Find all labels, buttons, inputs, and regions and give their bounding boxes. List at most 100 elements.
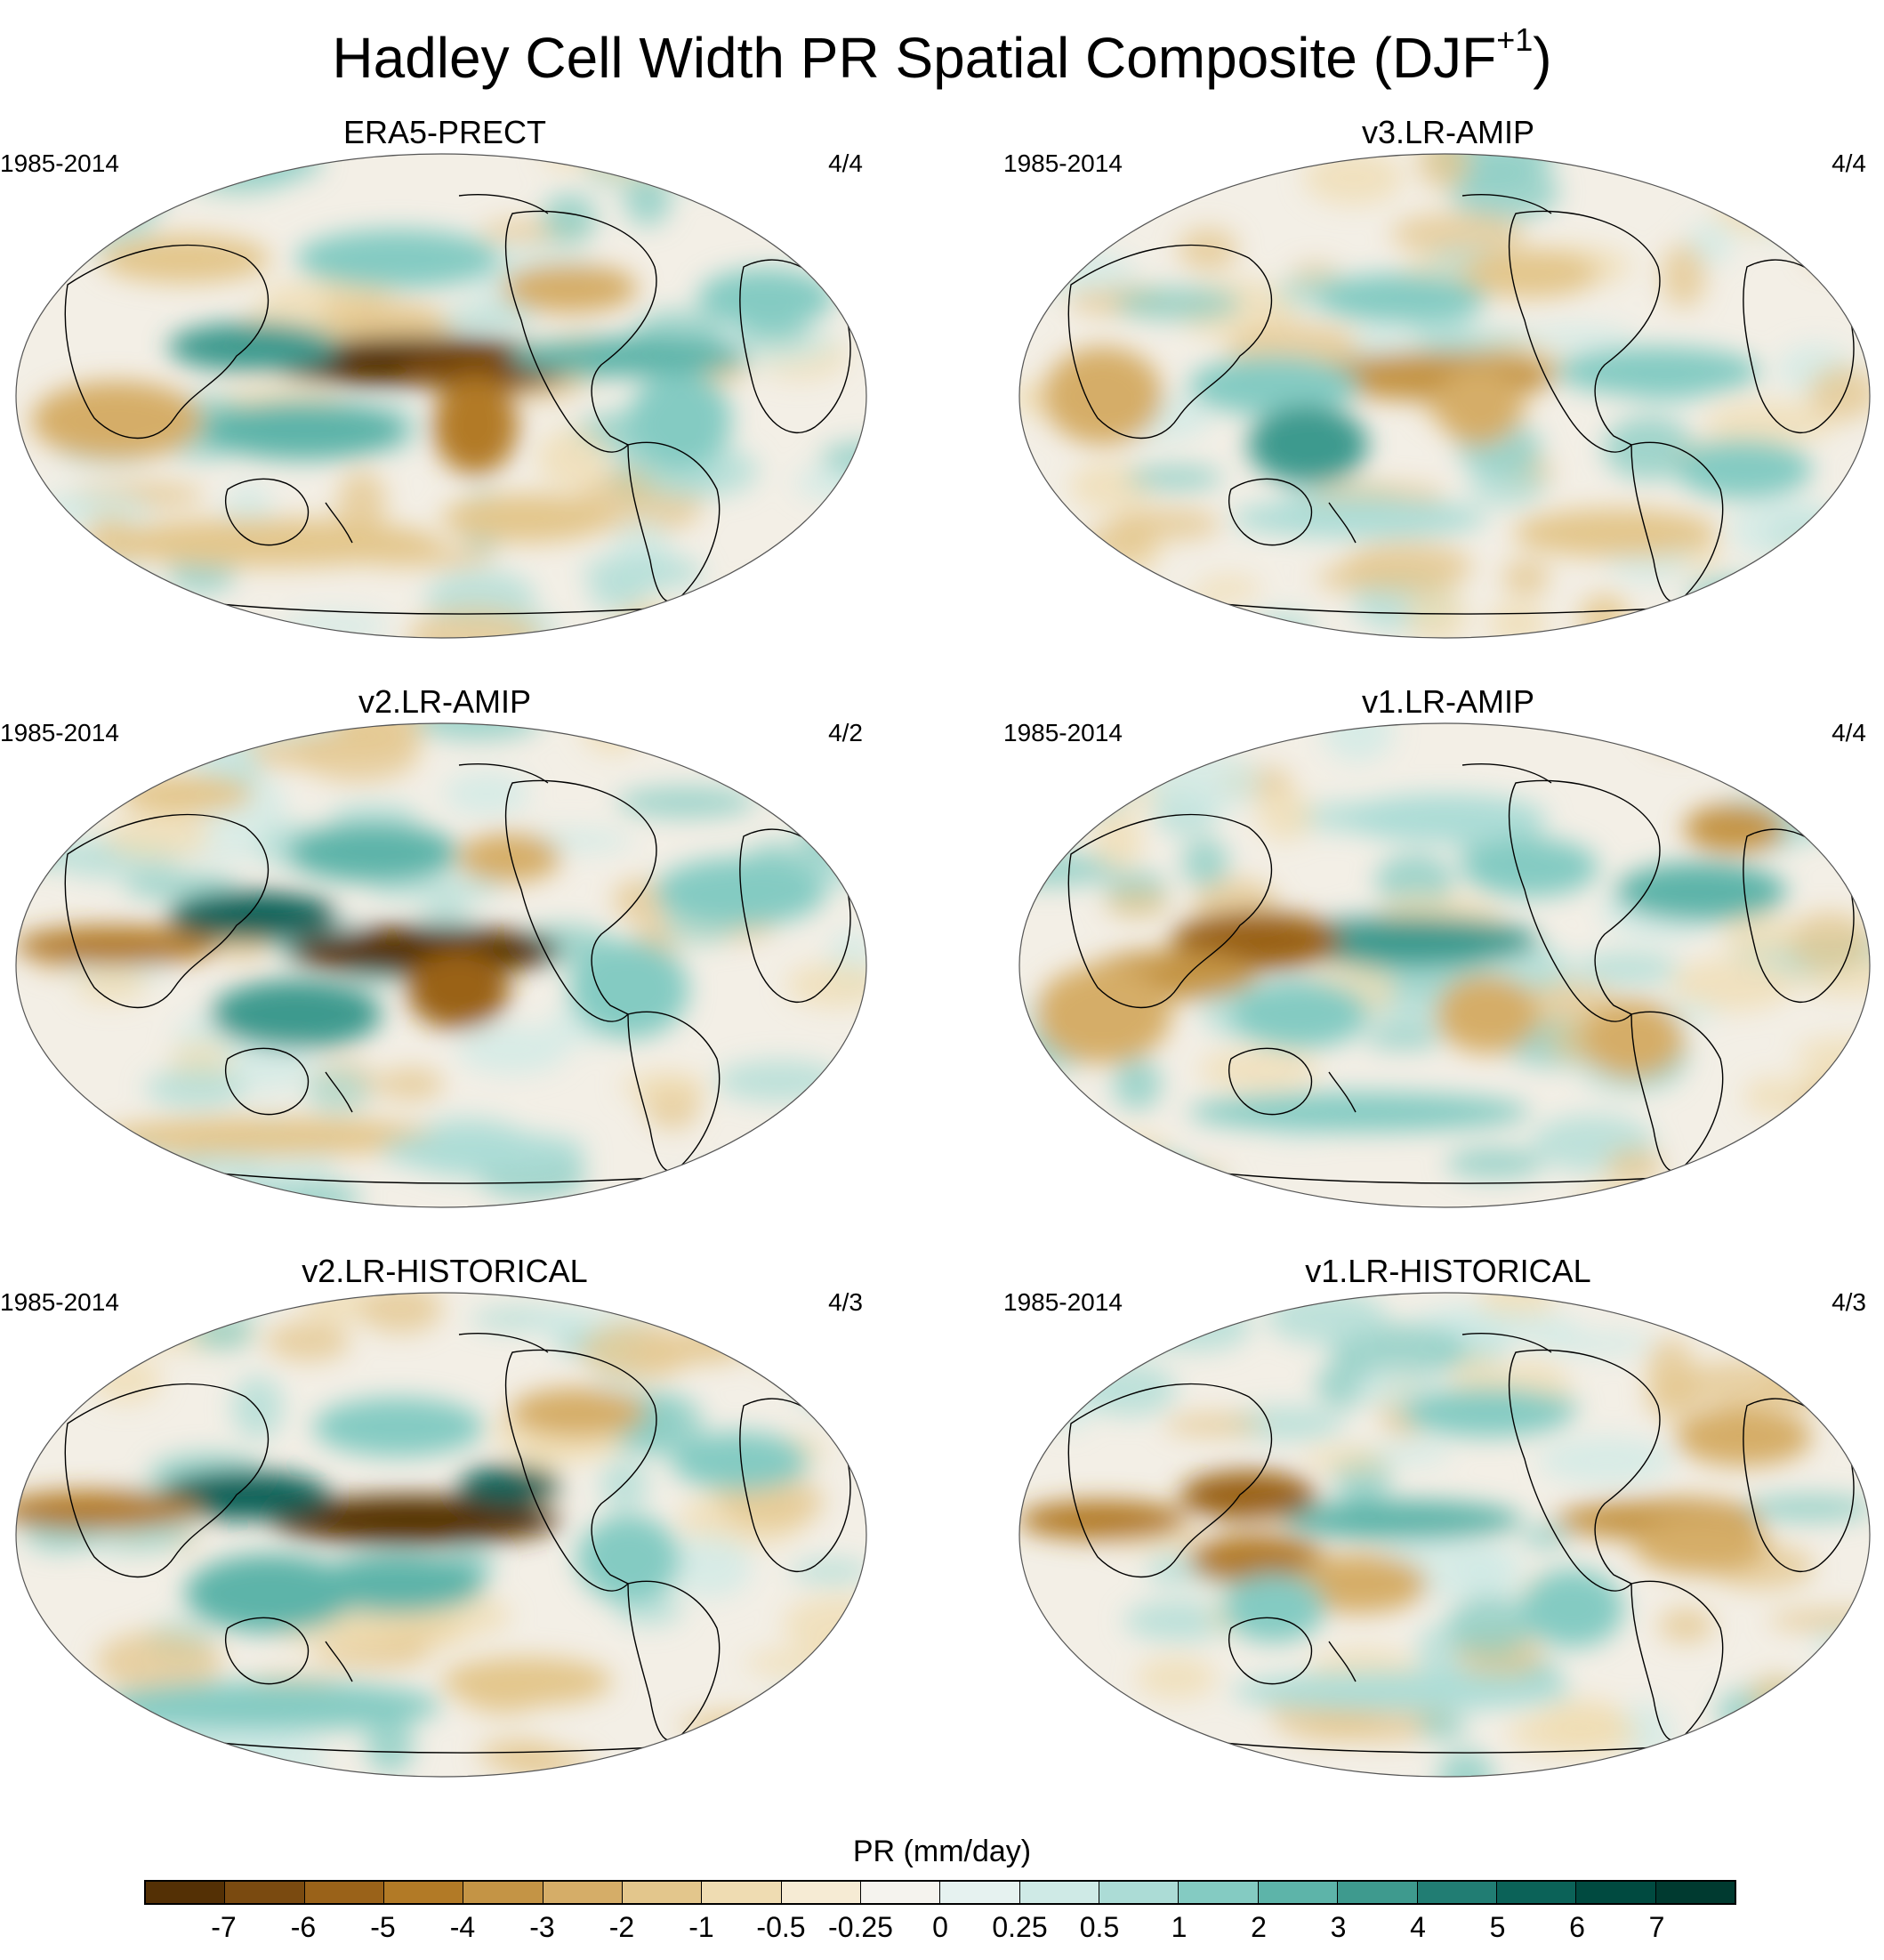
coastline <box>1461 1333 1552 1353</box>
colorbar-segment <box>861 1882 941 1903</box>
colorbar-tick-label: -7 <box>211 1911 237 1943</box>
colorbar-segment <box>146 1882 226 1903</box>
panel-title: ERA5-PRECT <box>342 114 547 150</box>
panel-count: 4/2 <box>828 719 863 746</box>
colorbar-tick-label: -1 <box>688 1911 714 1943</box>
panel-title: v1.LR-HISTORICAL <box>1305 1253 1591 1289</box>
coastline <box>64 1383 270 1578</box>
panel-count: 4/3 <box>1832 1288 1866 1316</box>
robinson-map <box>15 153 867 639</box>
figure-title: Hadley Cell Width PR Spatial Composite (… <box>0 21 1884 91</box>
coastline <box>504 1349 657 1592</box>
coastline <box>1508 1349 1661 1592</box>
map-panel-era5: ERA5-PRECT 1985-2014 4/4 <box>0 114 890 665</box>
figure-title-close: ) <box>1533 26 1552 90</box>
colorbar-tick-label: 1 <box>1171 1911 1188 1943</box>
coastline <box>1228 1047 1313 1116</box>
coastline <box>1067 1383 1273 1578</box>
colorbar-segment <box>1179 1882 1259 1903</box>
coastline <box>1328 1641 1357 1682</box>
colorbar-segment <box>225 1882 305 1903</box>
colorbar-segment <box>384 1882 464 1903</box>
panel-period: 1985-2014 <box>1003 149 1123 177</box>
panel-title: v2.LR-HISTORICAL <box>302 1253 588 1289</box>
colorbar-tick-label: 4 <box>1410 1911 1426 1943</box>
coastline <box>1228 478 1313 546</box>
colorbar-segment <box>1099 1882 1180 1903</box>
colorbar-segment <box>1258 1882 1339 1903</box>
coastline <box>458 194 549 214</box>
panel-count: 4/3 <box>828 1288 863 1316</box>
colorbar-label: PR (mm/day) <box>852 1835 1032 1868</box>
coastline <box>1508 210 1661 453</box>
coastline <box>325 1071 353 1113</box>
robinson-map <box>1018 153 1871 639</box>
coastline <box>1328 1071 1357 1113</box>
panel-period: 1985-2014 <box>0 1288 119 1316</box>
map-border <box>1018 722 1871 1208</box>
panel-title: v3.LR-AMIP <box>1361 114 1535 150</box>
coastline <box>504 779 657 1022</box>
figure-title-text: Hadley Cell Width PR Spatial Composite (… <box>332 26 1497 90</box>
panel-count: 4/4 <box>1832 719 1866 746</box>
map-border <box>15 722 867 1208</box>
colorbar-tick-label: 5 <box>1489 1911 1506 1943</box>
map-panel-v2-amip: v2.LR-AMIP 1985-2014 4/2 <box>0 683 890 1235</box>
coastline <box>64 813 270 1009</box>
colorbar-tick-label: 0.5 <box>1079 1911 1120 1943</box>
colorbar-tick-label: 6 <box>1569 1911 1585 1943</box>
colorbar-segment <box>1655 1882 1735 1903</box>
panel-title: v1.LR-AMIP <box>1361 683 1535 720</box>
map-panel-v3-amip: v3.LR-AMIP 1985-2014 4/4 <box>1003 114 1884 665</box>
coastline <box>64 244 270 440</box>
coastline <box>1508 779 1661 1022</box>
colorbar-tick-label: 0.25 <box>992 1911 1048 1943</box>
colorbar-tick-label: -4 <box>449 1911 476 1943</box>
coastline <box>1067 244 1273 440</box>
coastline <box>224 478 310 546</box>
colorbar <box>144 1880 1736 1905</box>
colorbar-tick-label: -5 <box>370 1911 396 1943</box>
panel-count: 4/4 <box>1832 149 1866 177</box>
colorbar-segment <box>940 1882 1020 1903</box>
colorbar-tick-label: 3 <box>1330 1911 1347 1943</box>
map-border <box>1018 153 1871 639</box>
map-border <box>15 1292 867 1778</box>
coastline <box>458 1333 549 1353</box>
panel-period: 1985-2014 <box>1003 1288 1123 1316</box>
map-panel-v2-historical: v2.LR-HISTORICAL 1985-2014 4/3 <box>0 1253 890 1804</box>
colorbar-segment <box>304 1882 385 1903</box>
colorbar-segment <box>543 1882 624 1903</box>
coastline <box>325 1641 353 1682</box>
colorbar-segment <box>1417 1882 1497 1903</box>
colorbar-segment <box>463 1882 543 1903</box>
panel-count: 4/4 <box>828 149 863 177</box>
colorbar-segment <box>623 1882 703 1903</box>
coastline <box>504 210 657 453</box>
coastline <box>224 1047 310 1116</box>
coastline <box>1328 502 1357 544</box>
coastline <box>1067 813 1273 1009</box>
colorbar-tick-label: -0.5 <box>756 1911 806 1943</box>
colorbar-segment <box>1496 1882 1577 1903</box>
colorbar-segment <box>702 1882 782 1903</box>
coastline <box>325 502 353 544</box>
colorbar-tick-label: 0 <box>932 1911 948 1943</box>
colorbar-segment <box>1338 1882 1418 1903</box>
robinson-map <box>15 1292 867 1778</box>
coastline <box>1228 1617 1313 1685</box>
map-border <box>1018 1292 1871 1778</box>
map-panel-v1-historical: v1.LR-HISTORICAL 1985-2014 4/3 <box>1003 1253 1884 1804</box>
figure-title-superscript: +1 <box>1496 21 1534 58</box>
coastline <box>1461 763 1552 784</box>
coastline <box>224 1617 310 1685</box>
panel-period: 1985-2014 <box>0 149 119 177</box>
colorbar-tick-label: 7 <box>1648 1911 1665 1943</box>
map-border <box>15 153 867 639</box>
panel-title: v2.LR-AMIP <box>358 683 532 720</box>
map-panel-v1-amip: v1.LR-AMIP 1985-2014 4/4 <box>1003 683 1884 1235</box>
colorbar-tick-label: -3 <box>529 1911 555 1943</box>
colorbar-ticks: -7 -6 -5 -4 -3 -2 -1 -0.5 -0.25 0 0.25 0.5 1 2 3 4 5 6 7 <box>144 1911 1736 1947</box>
coastline <box>458 763 549 784</box>
colorbar-tick-label: 2 <box>1251 1911 1267 1943</box>
